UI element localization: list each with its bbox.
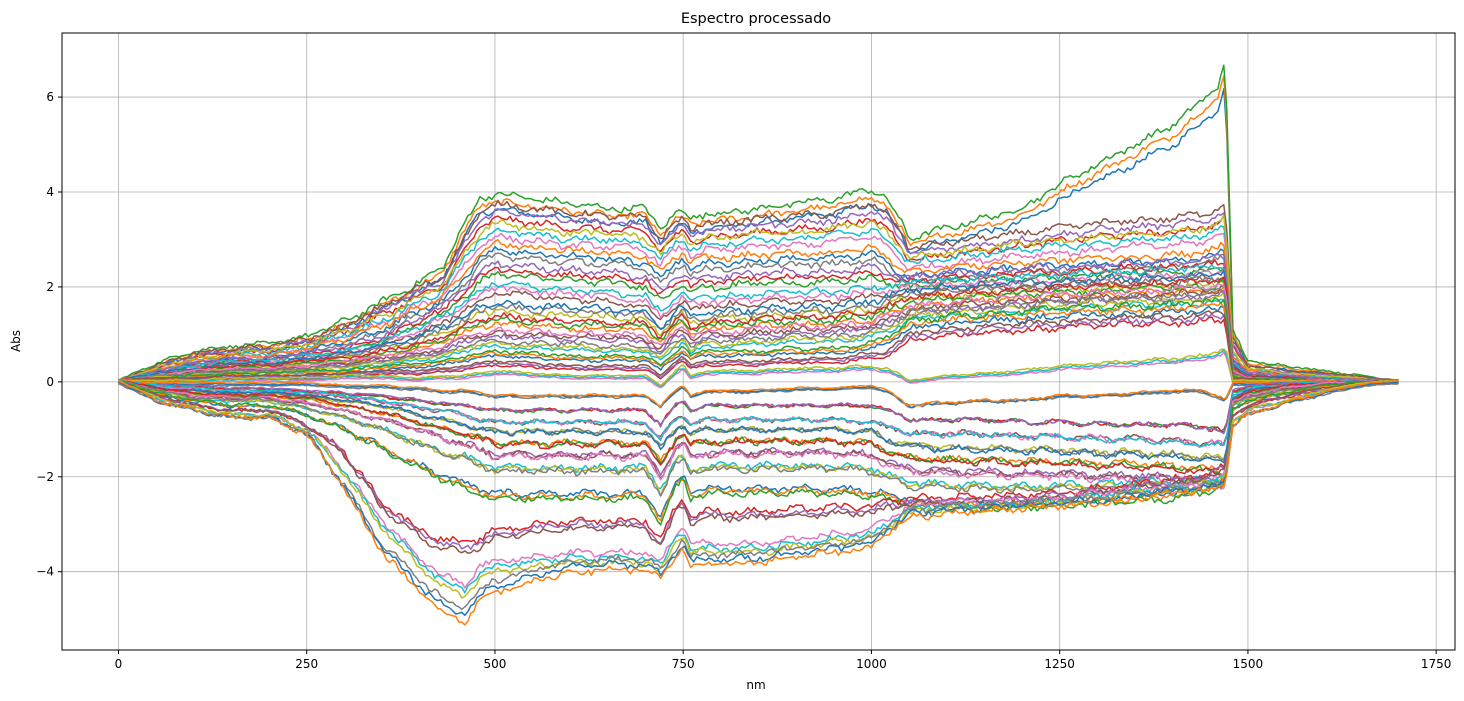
series-line	[118, 275, 1399, 384]
y-tick-label: 2	[46, 280, 54, 294]
x-tick-label: 1500	[1233, 657, 1264, 671]
series-line	[118, 199, 1399, 381]
series-line	[118, 259, 1399, 384]
series-line	[118, 379, 1399, 481]
x-tick-label: 750	[672, 657, 695, 671]
series-line	[118, 379, 1399, 554]
series-line	[118, 379, 1399, 490]
series-line	[118, 351, 1399, 389]
series-line	[118, 297, 1399, 382]
series-line	[118, 348, 1399, 387]
y-tick-label: 4	[46, 185, 54, 199]
series-line	[118, 239, 1399, 382]
series-line	[118, 64, 1399, 382]
series-line	[118, 380, 1399, 409]
x-axis-ticks: 0 250 500 750 1000 1250 1500 1750	[115, 650, 1452, 671]
y-axis-label: Abs	[9, 330, 23, 352]
series-line	[118, 310, 1399, 382]
series-line	[118, 379, 1399, 464]
series-line	[118, 225, 1399, 383]
series-line	[118, 264, 1399, 382]
series-line	[118, 253, 1399, 382]
plot-frame	[61, 32, 1456, 651]
series-line	[118, 291, 1399, 384]
chart-title: Espectro processado	[681, 11, 831, 27]
y-axis-ticks: −4 −2 0 2 4 6	[36, 90, 62, 579]
y-tick-label: −4	[36, 565, 54, 579]
x-tick-label: 250	[295, 657, 318, 671]
y-tick-label: 0	[46, 375, 54, 389]
series-line	[118, 245, 1399, 383]
x-tick-label: 0	[115, 657, 123, 671]
y-tick-label: 6	[46, 90, 54, 104]
series-line	[118, 379, 1399, 448]
series-line	[118, 379, 1399, 408]
series-line	[118, 348, 1399, 388]
x-axis-label: nm	[746, 678, 765, 692]
series-line	[118, 378, 1399, 435]
series-line	[118, 379, 1399, 626]
series-line	[118, 232, 1399, 384]
x-tick-label: 1250	[1044, 657, 1075, 671]
series-line	[118, 302, 1399, 384]
series-lines	[118, 64, 1399, 626]
series-line	[118, 214, 1399, 382]
series-line	[118, 269, 1399, 382]
plot-area	[62, 33, 1455, 650]
series-line	[118, 276, 1399, 382]
series-line	[118, 287, 1399, 382]
x-tick-label: 1000	[856, 657, 887, 671]
x-tick-label: 1750	[1421, 657, 1452, 671]
x-tick-label: 500	[484, 657, 507, 671]
series-line	[118, 252, 1399, 385]
y-tick-label: −2	[36, 470, 54, 484]
series-line	[118, 379, 1399, 526]
series-line	[118, 380, 1399, 550]
series-line	[118, 283, 1399, 382]
